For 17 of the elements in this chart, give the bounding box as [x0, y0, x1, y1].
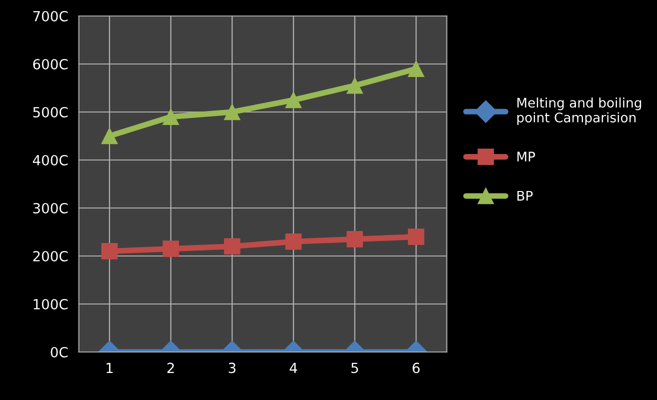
- y-tick-label: 0C: [50, 346, 68, 358]
- legend-label: MP: [517, 152, 536, 162]
- y-tick-label: 100C: [34, 298, 68, 310]
- y-tick-label: 400C: [32, 154, 68, 166]
- y-tick-label: 200C: [33, 250, 68, 262]
- y-tick-label: 600C: [33, 58, 68, 70]
- x-tick-label: 6: [412, 362, 420, 374]
- x-tick-label: 1: [106, 362, 113, 373]
- x-tick-label: 4: [290, 362, 298, 373]
- y-tick-label: 300C: [33, 202, 68, 214]
- x-tick-label: 3: [228, 362, 236, 374]
- legend-label: Melting and boiling point Camparision: [517, 97, 642, 126]
- legend-label: BP: [517, 190, 533, 201]
- y-tick-label: 700C: [33, 10, 68, 22]
- y-tick-label: 500C: [33, 106, 68, 118]
- x-tick-label: 2: [167, 362, 174, 373]
- x-tick-label: 5: [351, 362, 358, 374]
